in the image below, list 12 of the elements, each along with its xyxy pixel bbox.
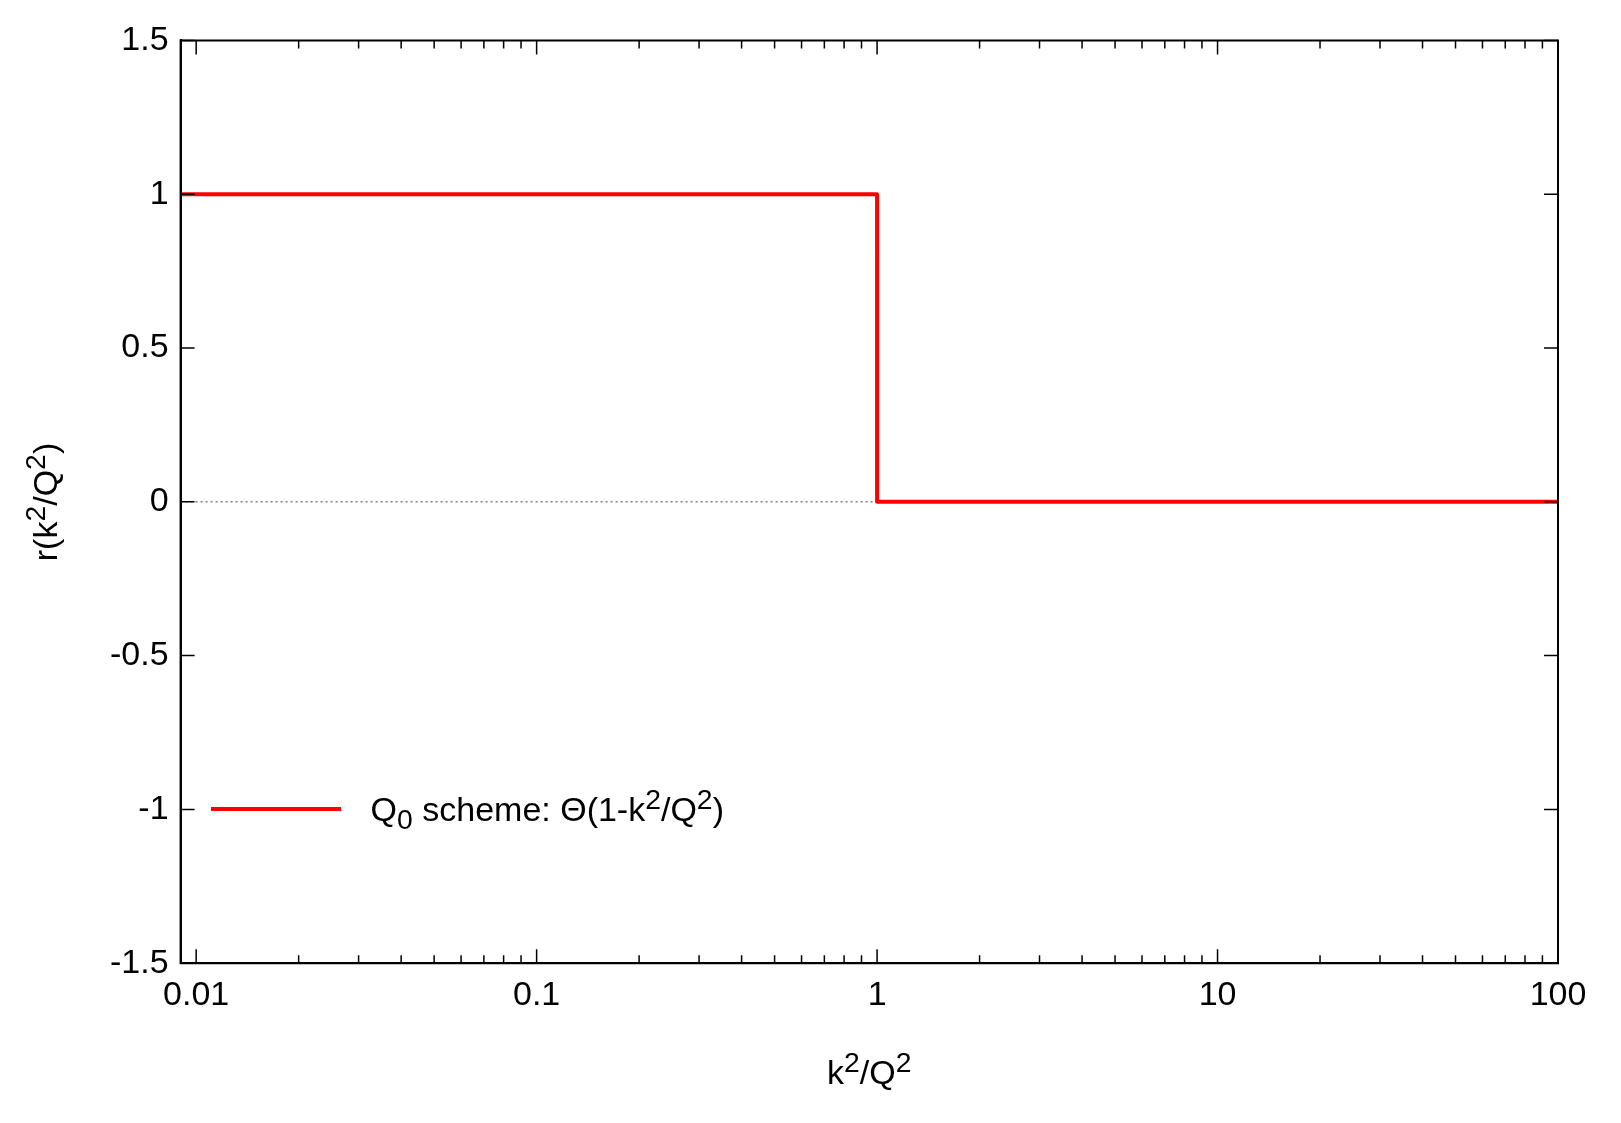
y-tick-label: 1.5 (121, 18, 169, 57)
y-tick-label: -1 (138, 787, 169, 826)
y-tick-label: -0.5 (109, 633, 169, 672)
y-tick-label: 0 (149, 480, 169, 519)
y-tick-label: 1 (149, 172, 169, 211)
legend-label: Q$_{0}$ scheme: Θ(1-k$^{2}$/Q$^{2}$) (370, 782, 724, 836)
x-axis-title: k$^{2}$/Q$^{2}$ (826, 1046, 913, 1093)
x-tick-label: 0.1 (512, 973, 561, 1012)
x-tick-label: 1 (867, 973, 887, 1012)
y-tick-label: 0.5 (121, 326, 169, 365)
x-tick-label: 10 (1198, 973, 1237, 1012)
x-tick-label: 100 (1529, 973, 1587, 1012)
